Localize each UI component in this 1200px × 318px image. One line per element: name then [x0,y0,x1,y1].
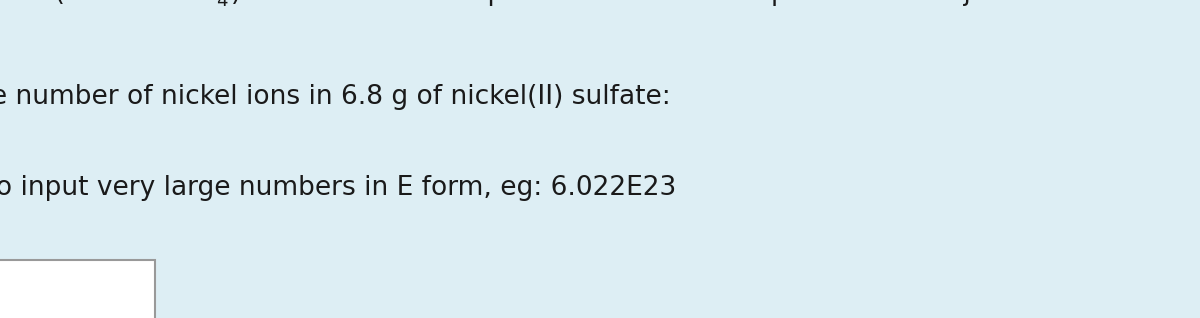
Text: Nickel(II) sulfate (NiSO: Nickel(II) sulfate (NiSO [0,0,130,6]
Text: 4: 4 [216,0,228,10]
Bar [0,259,155,318]
Text: Remember to input very large numbers in E form, eg: 6.022E23: Remember to input very large numbers in … [0,175,677,201]
Text: ) is a chemical compound used to nickel plate metal objects.: ) is a chemical compound used to nickel … [230,0,1034,6]
Text: Calculate the number of nickel ions in 6.8 g of nickel(II) sulfate:: Calculate the number of nickel ions in 6… [0,84,671,110]
